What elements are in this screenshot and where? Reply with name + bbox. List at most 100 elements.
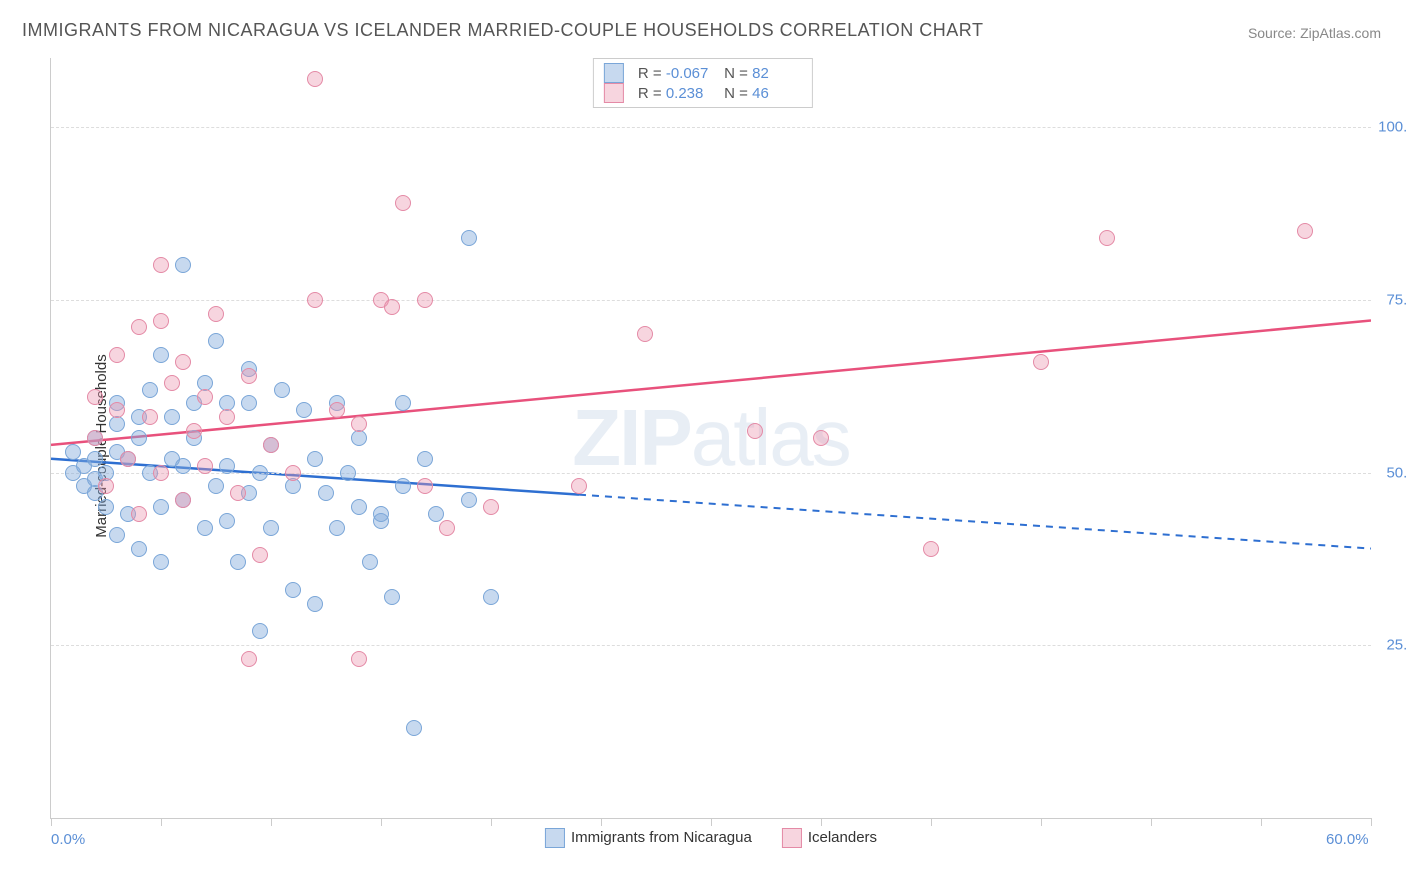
series-legend-label: Immigrants from Nicaragua [571,829,752,846]
scatter-point-icelanders [252,547,268,563]
scatter-point-icelanders [208,306,224,322]
scatter-point-icelanders [395,195,411,211]
scatter-point-nicaragua [164,409,180,425]
x-tick [1261,818,1262,826]
scatter-point-icelanders [131,319,147,335]
scatter-point-icelanders [142,409,158,425]
x-tick [1371,818,1372,826]
stats-legend: R = -0.067 N = 82 R = 0.238 N = 46 [593,58,813,108]
gridline-h [51,473,1371,474]
scatter-point-icelanders [164,375,180,391]
x-tick [161,818,162,826]
gridline-h [51,645,1371,646]
y-tick-label: 75.0% [1374,291,1406,308]
gridline-h [51,300,1371,301]
scatter-point-icelanders [230,485,246,501]
scatter-point-nicaragua [98,499,114,515]
scatter-point-nicaragua [109,527,125,543]
scatter-point-nicaragua [274,382,290,398]
scatter-point-icelanders [307,71,323,87]
scatter-point-nicaragua [153,499,169,515]
scatter-point-icelanders [384,299,400,315]
gridline-h [51,127,1371,128]
chart-title: IMMIGRANTS FROM NICARAGUA VS ICELANDER M… [22,20,983,41]
x-tick-label: 60.0% [1326,831,1369,848]
scatter-point-icelanders [219,409,235,425]
scatter-point-nicaragua [197,520,213,536]
scatter-point-nicaragua [208,333,224,349]
source-attribution: Source: ZipAtlas.com [1248,25,1381,41]
scatter-point-icelanders [571,478,587,494]
scatter-point-icelanders [197,458,213,474]
scatter-point-icelanders [153,313,169,329]
scatter-point-icelanders [131,506,147,522]
scatter-point-nicaragua [285,582,301,598]
scatter-point-icelanders [417,478,433,494]
y-tick-label: 50.0% [1374,464,1406,481]
scatter-point-icelanders [109,347,125,363]
scatter-point-nicaragua [153,554,169,570]
x-tick [931,818,932,826]
scatter-point-nicaragua [307,596,323,612]
scatter-point-nicaragua [175,257,191,273]
x-tick [51,818,52,826]
swatch-icon [604,63,624,83]
scatter-point-nicaragua [219,513,235,529]
scatter-point-nicaragua [252,623,268,639]
scatter-point-nicaragua [406,720,422,736]
scatter-point-icelanders [329,402,345,418]
x-tick [601,818,602,826]
x-tick [381,818,382,826]
scatter-point-nicaragua [142,382,158,398]
scatter-point-nicaragua [417,451,433,467]
scatter-point-icelanders [87,389,103,405]
x-tick [821,818,822,826]
series-legend-item: Immigrants from Nicaragua [545,828,752,848]
scatter-point-icelanders [351,651,367,667]
scatter-point-icelanders [637,326,653,342]
scatter-point-nicaragua [351,499,367,515]
scatter-point-icelanders [923,541,939,557]
series-legend-label: Icelanders [808,829,877,846]
scatter-point-nicaragua [329,520,345,536]
stats-text: R = 0.238 N = 46 [638,85,802,102]
x-tick [271,818,272,826]
scatter-point-nicaragua [461,492,477,508]
swatch-icon [782,828,802,848]
scatter-point-nicaragua [131,541,147,557]
scatter-point-nicaragua [373,506,389,522]
x-tick-label: 0.0% [51,831,85,848]
scatter-point-icelanders [439,520,455,536]
trendlines-svg [51,58,1371,818]
scatter-point-nicaragua [461,230,477,246]
scatter-point-nicaragua [109,416,125,432]
scatter-point-icelanders [98,478,114,494]
scatter-point-nicaragua [307,451,323,467]
scatter-point-icelanders [186,423,202,439]
scatter-point-nicaragua [65,444,81,460]
scatter-point-icelanders [241,651,257,667]
scatter-point-icelanders [813,430,829,446]
x-tick [1041,818,1042,826]
y-tick-label: 100.0% [1374,119,1406,136]
stats-row-nicaragua: R = -0.067 N = 82 [604,63,802,83]
scatter-point-nicaragua [87,451,103,467]
scatter-point-nicaragua [351,430,367,446]
scatter-point-icelanders [285,465,301,481]
scatter-point-nicaragua [384,589,400,605]
scatter-point-nicaragua [263,520,279,536]
scatter-point-icelanders [483,499,499,515]
scatter-point-nicaragua [153,347,169,363]
x-tick [1151,818,1152,826]
scatter-point-icelanders [153,465,169,481]
x-tick [711,818,712,826]
scatter-point-icelanders [175,492,191,508]
stats-row-icelanders: R = 0.238 N = 46 [604,83,802,103]
scatter-point-nicaragua [395,478,411,494]
scatter-point-nicaragua [395,395,411,411]
scatter-point-nicaragua [428,506,444,522]
scatter-point-icelanders [153,257,169,273]
scatter-point-icelanders [747,423,763,439]
scatter-point-icelanders [307,292,323,308]
scatter-point-icelanders [109,402,125,418]
